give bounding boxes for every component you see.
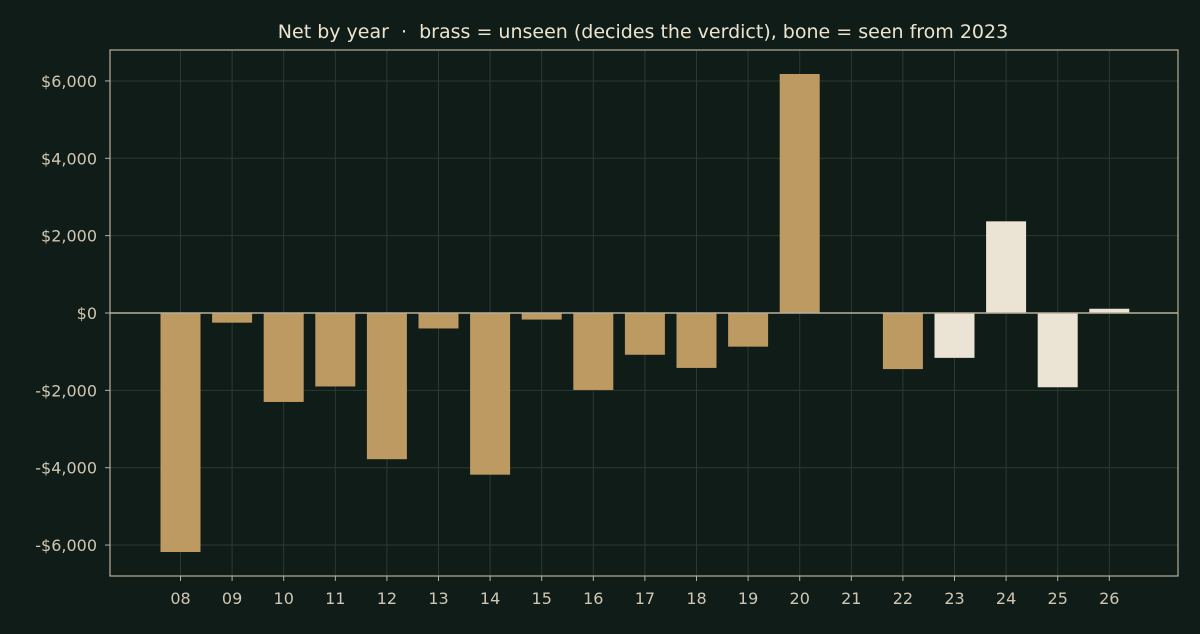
y-tick-label: $0	[77, 304, 97, 323]
bar-13	[418, 313, 459, 329]
bar-16	[573, 313, 614, 390]
bar-18	[676, 313, 717, 368]
x-tick-label: 23	[944, 589, 964, 608]
x-tick-label: 20	[790, 589, 810, 608]
x-axis-ticks: 08 09 10 11 12 13 14 15 16 17 18 19 20 21 22 23 24 25 26	[170, 576, 1119, 608]
x-tick-label: 08	[170, 589, 190, 608]
axes	[109, 49, 1179, 577]
bars	[160, 73, 1130, 553]
bar-08	[160, 313, 201, 553]
x-tick-label: 11	[325, 589, 345, 608]
x-tick-label: 24	[996, 589, 1016, 608]
chart-title: Net by year · brass = unseen (decides th…	[278, 21, 1008, 43]
x-tick-label: 13	[428, 589, 448, 608]
y-tick-label: -$2,000	[35, 381, 97, 400]
y-tick-label: -$4,000	[35, 459, 97, 478]
x-tick-label: 14	[480, 589, 500, 608]
bar-22	[882, 313, 923, 370]
y-tick-label: $2,000	[41, 227, 97, 246]
y-tick-label: -$6,000	[35, 536, 97, 555]
y-tick-label: $4,000	[41, 149, 97, 168]
x-tick-label: 22	[893, 589, 913, 608]
bar-14	[470, 313, 511, 475]
bar-15	[521, 313, 562, 320]
bar-09	[212, 313, 253, 323]
bar-10	[263, 313, 304, 402]
x-tick-label: 18	[686, 589, 706, 608]
y-axis-ticks: -$6,000 -$4,000 -$2,000 $0 $2,000 $4,000 $6,00…	[35, 72, 110, 555]
y-tick-label: $6,000	[41, 72, 97, 91]
x-tick-label: 26	[1099, 589, 1119, 608]
bar-11	[315, 313, 356, 387]
x-tick-label: 09	[222, 589, 242, 608]
x-tick-label: 21	[841, 589, 861, 608]
x-tick-label: 12	[377, 589, 397, 608]
bar-25	[1037, 313, 1078, 388]
x-tick-label: 25	[1048, 589, 1068, 608]
bar-17	[624, 313, 665, 355]
bar-20	[779, 73, 820, 314]
x-tick-label: 16	[583, 589, 603, 608]
x-tick-label: 17	[635, 589, 655, 608]
bar-19	[728, 313, 769, 347]
x-tick-label: 19	[738, 589, 758, 608]
bar-23	[934, 313, 975, 358]
x-tick-label: 15	[532, 589, 552, 608]
bar-12	[366, 313, 407, 460]
bar-24	[986, 221, 1027, 313]
x-tick-label: 10	[274, 589, 294, 608]
bar-26	[1089, 308, 1130, 313]
